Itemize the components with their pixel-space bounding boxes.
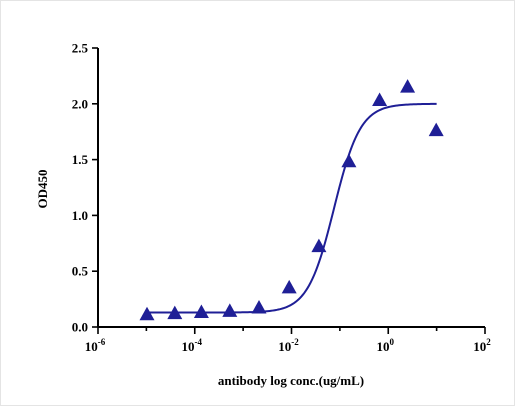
x-tick-label: 10-4: [182, 337, 203, 354]
y-tick-label: 1.0: [72, 208, 88, 223]
y-tick-label: 1.5: [72, 152, 89, 167]
data-point-triangle: [167, 305, 183, 320]
x-tick-label-exponent: 2: [486, 337, 491, 347]
x-tick-label-base: 10: [182, 339, 195, 354]
data-point-triangle: [222, 303, 238, 317]
x-tick-label-base: 10: [85, 339, 98, 354]
x-tick-label-base: 10: [377, 339, 390, 354]
data-point-triangle: [428, 122, 444, 137]
data-point-triangle: [372, 92, 388, 106]
x-axis-title: antibody log conc.(ug/mL): [218, 373, 364, 388]
y-tick-label: 2.5: [72, 41, 89, 56]
data-points: [139, 79, 444, 321]
x-tick-label-exponent: -2: [291, 337, 299, 347]
data-point-triangle: [341, 153, 357, 168]
fit-curve: [146, 102, 437, 314]
data-point-triangle: [400, 79, 416, 93]
data-point-triangle: [193, 304, 209, 318]
y-tick-label: 0.5: [72, 264, 89, 279]
x-tick-label-exponent: 0: [390, 337, 395, 347]
data-point-triangle: [251, 300, 267, 314]
y-axis: 0.0 0.5 1.0 1.5 2.0 2.5: [72, 41, 99, 335]
y-axis-title: OD450: [35, 170, 50, 209]
x-tick-label: 10-6: [85, 337, 106, 354]
x-tick-label-base: 10: [473, 339, 486, 354]
x-tick-label: 100: [377, 337, 395, 354]
x-axis: 10-6 10-4 10-2 100 102: [85, 326, 491, 354]
data-point-triangle: [139, 306, 155, 321]
y-tick-label: 2.0: [72, 96, 88, 111]
data-point-triangle: [311, 238, 327, 253]
x-tick-label-base: 10: [278, 339, 291, 354]
x-tick-label-exponent: -6: [98, 337, 106, 347]
data-point-triangle: [281, 279, 297, 294]
x-tick-label: 10-2: [278, 337, 299, 354]
x-tick-label: 102: [473, 337, 491, 354]
x-tick-label-exponent: -4: [195, 337, 203, 347]
y-tick-label: 0.0: [72, 320, 88, 335]
